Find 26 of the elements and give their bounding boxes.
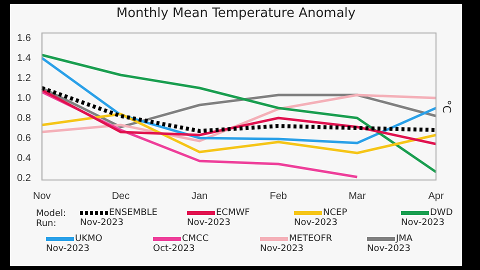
y-axis-title: °C	[440, 100, 454, 114]
legend-label: CMCC Oct-2023	[153, 234, 209, 254]
legend-label: METEOFR Nov-2023	[260, 234, 332, 254]
y-tick-label: 0.4	[16, 152, 32, 164]
y-tick-label: 1.4	[16, 52, 32, 64]
x-tick-label: Mar	[348, 190, 366, 202]
legend-label: UKMO Nov-2023	[46, 234, 102, 254]
chart-title: Monthly Mean Temperature Anomaly	[115, 6, 357, 21]
legend-label: NCEP Nov-2023	[294, 208, 348, 228]
legend-label: ENSEMBLE Nov-2023	[80, 208, 158, 228]
x-tick-label: Nov	[33, 190, 51, 202]
x-tick-label: Feb	[270, 190, 288, 202]
text: Run:	[36, 219, 56, 229]
x-tick-label: Dec	[112, 190, 130, 202]
text: Model:	[36, 209, 66, 219]
legend-label: JMA Nov-2023	[367, 234, 413, 254]
y-tick-label: 0.2	[16, 172, 32, 184]
legend-label: ECMWF Nov-2023	[187, 208, 250, 228]
y-tick-label: 1.0	[16, 92, 32, 104]
y-tick-label: 0.8	[16, 112, 32, 124]
y-tick-label: 1.2	[16, 72, 32, 84]
x-tick-label: Jan	[191, 190, 208, 202]
y-tick-label: 0.6	[16, 132, 32, 144]
legend-label: DWD Nov-2023	[401, 208, 453, 228]
y-tick-label: 1.6	[16, 32, 32, 44]
x-tick-label: Apr	[428, 190, 444, 202]
